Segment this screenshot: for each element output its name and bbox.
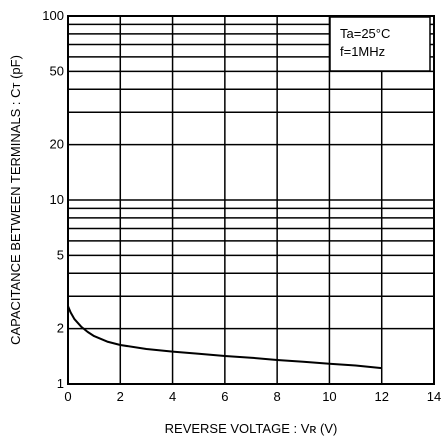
- condition-box: [329, 16, 431, 72]
- x-tick-label-4: 4: [169, 389, 176, 404]
- annotation-temperature: Ta=25°C: [340, 26, 390, 41]
- x-tick-label-12: 12: [374, 389, 388, 404]
- x-axis-label: REVERSE VOLTAGE : Vʀ (V): [165, 421, 338, 436]
- x-tick-labels: 0 2 4 6 8 10 12 14: [64, 389, 441, 404]
- x-tick-label-10: 10: [322, 389, 336, 404]
- annotation-frequency: f=1MHz: [340, 44, 385, 59]
- x-tick-label-14: 14: [427, 389, 441, 404]
- y-tick-label-2: 2: [57, 321, 64, 336]
- y-tick-label-10: 10: [50, 192, 64, 207]
- y-tick-labels: 1 2 5 10 20 50 100: [42, 8, 64, 391]
- series-group: [67, 305, 382, 370]
- x-tick-label-2: 2: [117, 389, 124, 404]
- y-tick-label-50: 50: [50, 63, 64, 78]
- y-axis-label: CAPACITANCE BETWEEN TERMINALS : Cᴛ (pF): [8, 55, 23, 345]
- x-tick-label-8: 8: [274, 389, 281, 404]
- series-line-0: [67, 305, 382, 370]
- y-tick-label-5: 5: [57, 247, 64, 262]
- plot-frame: [67, 15, 435, 385]
- y-tick-label-100: 100: [42, 8, 64, 23]
- y-tick-label-1: 1: [57, 376, 64, 391]
- y-tick-label-20: 20: [50, 137, 64, 152]
- x-tick-label-0: 0: [64, 389, 71, 404]
- x-tick-label-6: 6: [221, 389, 228, 404]
